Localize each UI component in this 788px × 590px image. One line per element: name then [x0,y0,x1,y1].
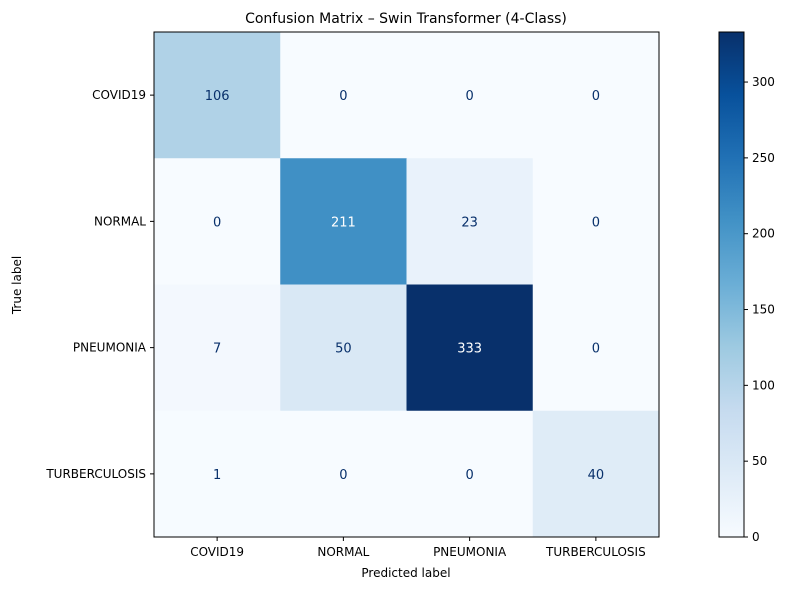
heatmap-cell [280,410,407,538]
heatmap-cell [406,410,534,538]
cell-value-label: 0 [592,89,600,104]
cell-value-label: 7 [213,342,221,357]
colorbar-tick-label: 200 [752,227,775,241]
colorbar-tick-label: 300 [752,75,775,89]
y-tick-label: NORMAL [94,214,146,228]
colorbar-tick-label: 0 [752,530,760,544]
cell-value-label: 0 [339,468,347,483]
cell-value-label: 0 [213,215,221,230]
cell-value-label: 333 [457,342,482,357]
heatmap-cell [154,284,281,412]
cell-value-label: 40 [588,468,605,483]
y-tick-label: TURBERCULOSIS [45,467,146,481]
x-tick-label: NORMAL [317,545,369,559]
colorbar-ticks: 0 50 100 150 200 250 300 [744,75,775,544]
colorbar [718,31,745,538]
cell-value-label: 211 [331,215,356,230]
cell-value-label: 23 [461,215,478,230]
colorbar-tick-label: 150 [752,303,775,317]
plot-frame [153,31,660,538]
x-axis-ticks: COVID19 NORMAL PNEUMONIA TURBERCULOSIS [190,537,646,559]
x-axis-label: Predicted label [361,566,450,580]
cell-value-label: 106 [205,89,230,104]
heatmap-cell [154,158,281,285]
heatmap-cell [532,32,660,159]
y-tick-label: COVID19 [92,88,146,102]
cell-value-label: 0 [465,468,473,483]
heatmap-cells: 106 0 0 0 0 211 23 0 7 50 333 0 1 0 0 40 [154,32,660,538]
colorbar-tick-label: 50 [752,454,767,468]
heatmap-cell [280,32,407,159]
heatmap-cell [280,158,407,285]
heatmap-cell [154,410,281,538]
cell-value-label: 0 [339,89,347,104]
chart-title: Confusion Matrix – Swin Transformer (4-C… [245,11,567,27]
heatmap-cell [532,284,660,412]
cell-value-label: 50 [335,342,352,357]
cell-value-label: 1 [213,468,221,483]
y-axis-ticks: COVID19 NORMAL PNEUMONIA TURBERCULOSIS [45,88,154,481]
cell-value-label: 0 [592,342,600,357]
heatmap-cell [154,32,281,159]
y-axis-label: True label [10,256,24,315]
colorbar-tick-label: 100 [752,378,775,392]
cell-value-label: 0 [592,215,600,230]
x-tick-label: TURBERCULOSIS [545,545,646,559]
heatmap-cell [532,158,660,285]
heatmap-cell [406,284,534,412]
x-tick-label: PNEUMONIA [433,545,507,559]
y-tick-label: PNEUMONIA [73,341,147,355]
cell-value-label: 0 [465,89,473,104]
heatmap-cell [280,284,407,412]
x-tick-label: COVID19 [190,545,244,559]
heatmap-cell [406,158,534,285]
colorbar-tick-label: 250 [752,151,775,165]
heatmap-cell [532,410,660,538]
heatmap-cell [406,32,534,159]
